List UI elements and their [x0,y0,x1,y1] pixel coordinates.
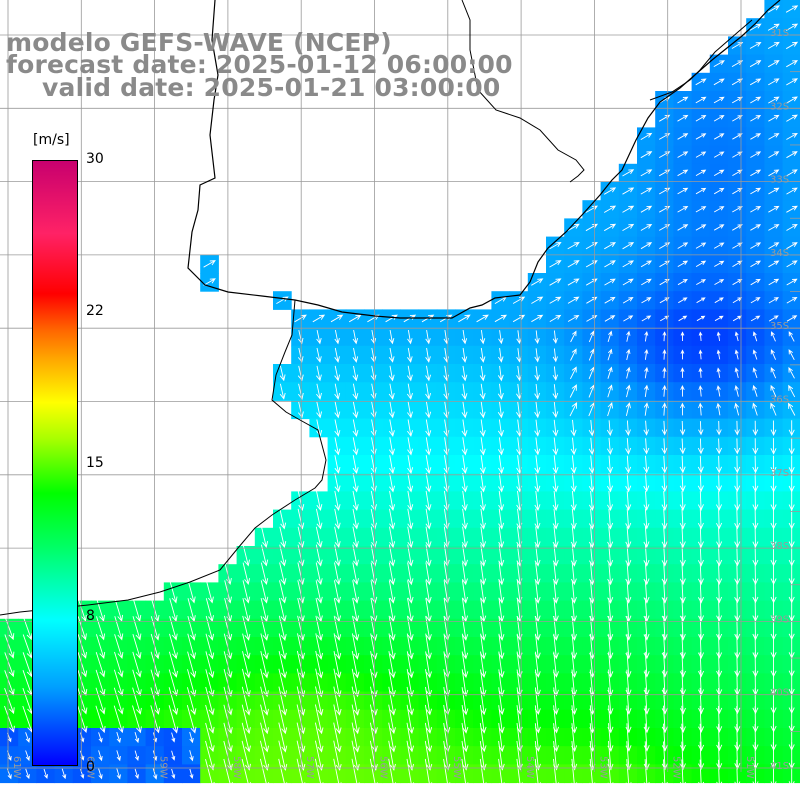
lat-label: 38S [770,541,789,552]
colorbar [32,160,78,766]
lat-label: 34S [770,248,789,259]
lon-label: 57W [304,756,315,779]
lon-label: 51W [744,756,755,779]
lon-label: 55W [451,756,462,779]
wind-speed-field [0,0,800,783]
colorbar-tick-22: 22 [86,303,104,319]
lat-label: 40S [770,688,789,699]
lat-label: 32S [770,101,789,112]
lon-label: 56W [378,756,389,779]
valid-date: valid date: 2025-01-21 03:00:00 [42,75,500,101]
colorbar-tick-8: 8 [86,608,95,624]
lat-label: 33S [770,175,789,186]
lat-label: 35S [770,321,789,332]
lon-label: 61W [11,756,22,779]
lon-label: 59W [158,756,169,779]
colorbar-tick-15: 15 [86,455,104,471]
colorbar-unit: [m/s] [33,132,70,148]
lat-label: 31S [770,28,789,39]
colorbar-tick-0: 0 [86,759,95,775]
lon-label: 58W [231,756,242,779]
colorbar-tick-30: 30 [86,151,104,167]
lat-label: 39S [770,614,789,625]
lat-label: 36S [770,395,789,406]
lon-label: 53W [597,756,608,779]
lat-label: 37S [770,468,789,479]
lon-label: 54W [524,756,535,779]
lon-label: 52W [671,756,682,779]
lat-label: 41S [770,761,789,772]
